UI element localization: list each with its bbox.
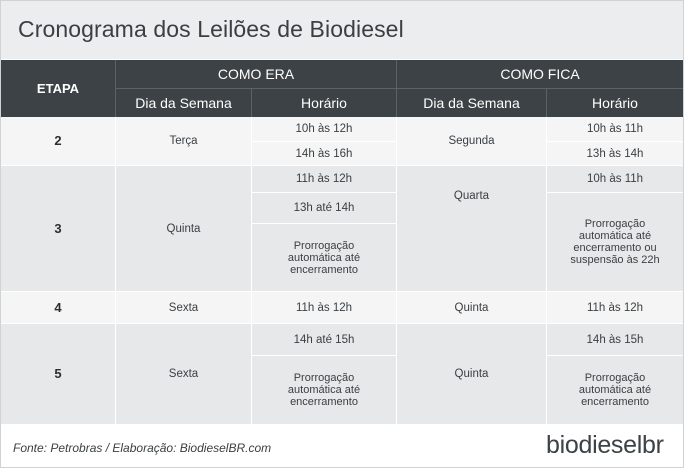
column-divider [115, 117, 116, 424]
fica-horario-cell: 11h às 12h [586, 301, 644, 314]
fica-horario-cell: Prorrogação automática até encerramento [578, 372, 652, 408]
cell-divider [252, 141, 396, 142]
fica-horario-cell: 10h às 11h [586, 123, 644, 135]
source-note: Fonte: Petrobras / Elaboração: Biodiesel… [13, 441, 272, 455]
column-divider [396, 117, 397, 424]
era-horario-cell: Prorrogação automática até encerramento [287, 239, 361, 276]
row-divider [1, 323, 683, 324]
etapa-cell: 5 [54, 366, 62, 381]
header-como-era: COMO ERA [116, 60, 396, 88]
era-horario-cell: 13h até 14h [293, 202, 355, 214]
fica-horario-cell: 13h às 14h [586, 147, 644, 160]
cell-divider [547, 141, 683, 142]
table-row [1, 292, 683, 323]
fica-dia-cell: Quinta [454, 301, 489, 314]
brand-logo: biodieselbr [546, 431, 664, 459]
era-horario-cell: Prorrogação automática até encerramento [287, 372, 361, 408]
row-divider [1, 165, 683, 166]
era-horario-cell: 11h às 12h [295, 173, 353, 185]
cell-divider [252, 192, 396, 193]
table-row [1, 166, 683, 291]
era-dia-cell: Terça [169, 135, 198, 147]
etapa-cell: 2 [54, 133, 62, 148]
fica-dia-cell: Segunda [448, 135, 495, 147]
fica-dia-cell: Quarta [453, 190, 490, 202]
page-title: Cronograma dos Leilões de Biodiesel [18, 16, 404, 42]
fica-horario-cell: 14h às 15h [586, 333, 644, 346]
header-divider [546, 89, 547, 117]
header-era-dia-da-semana: Dia da Semana [116, 89, 251, 117]
era-dia-cell: Sexta [168, 368, 199, 380]
header-como-fica: COMO FICA [397, 60, 683, 88]
header-fica-dia-da-semana: Dia da Semana [397, 89, 546, 117]
cell-divider [252, 355, 396, 356]
etapa-cell: 3 [54, 220, 62, 236]
header-etapa: ETAPA [1, 60, 115, 117]
era-horario-cell: 14h às 16h [295, 147, 353, 160]
cell-divider [252, 223, 396, 224]
etapa-cell: 4 [54, 299, 62, 315]
era-dia-cell: Sexta [168, 301, 199, 314]
header-divider [115, 88, 683, 89]
era-horario-cell: 14h até 15h [293, 333, 355, 346]
column-divider [546, 117, 547, 424]
column-divider [251, 117, 252, 424]
cell-divider [547, 192, 683, 193]
header-divider [251, 89, 252, 117]
era-dia-cell: Quinta [166, 222, 201, 235]
cell-divider [547, 355, 683, 356]
era-horario-cell: 11h às 12h [295, 301, 353, 314]
era-horario-cell: 10h às 12h [295, 123, 353, 135]
header-era-horario: Horário [252, 89, 396, 117]
fica-horario-cell: 10h às 11h [586, 173, 644, 185]
table-row [1, 324, 683, 424]
fica-horario-cell: Prorrogação automática até encerramento … [570, 218, 660, 266]
fica-dia-cell: Quinta [454, 368, 489, 380]
header-fica-horario: Horário [547, 89, 683, 117]
title-bar: Cronograma dos Leilões de Biodiesel [1, 1, 683, 59]
row-divider [1, 291, 683, 292]
